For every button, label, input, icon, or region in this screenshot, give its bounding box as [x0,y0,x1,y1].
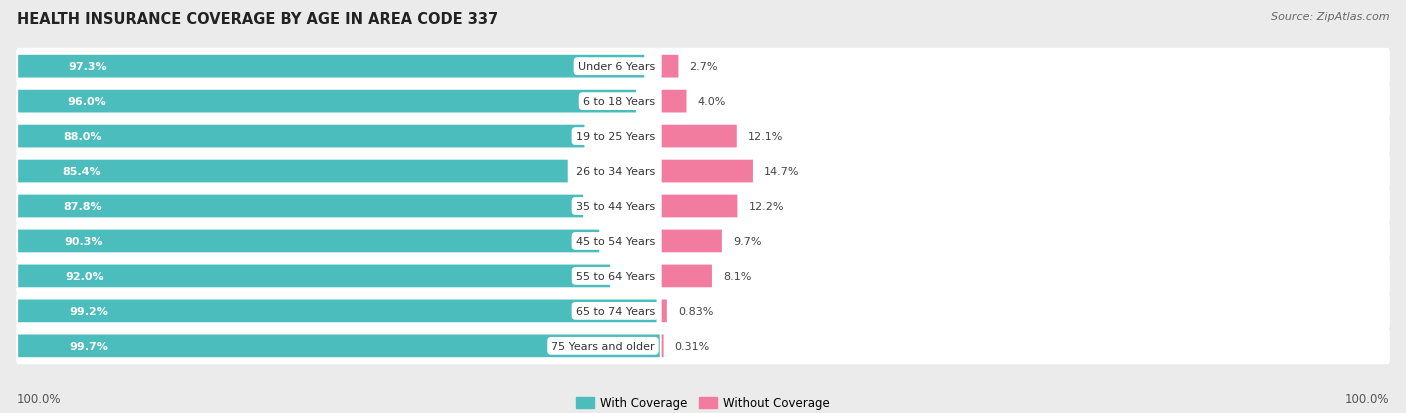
FancyBboxPatch shape [662,195,737,218]
FancyBboxPatch shape [18,90,636,113]
FancyBboxPatch shape [662,265,711,287]
Text: 99.7%: 99.7% [69,341,108,351]
Text: 0.31%: 0.31% [675,341,710,351]
Text: 75 Years and older: 75 Years and older [551,341,655,351]
Text: 26 to 34 Years: 26 to 34 Years [575,166,655,177]
FancyBboxPatch shape [18,195,583,218]
Text: 87.8%: 87.8% [63,202,103,211]
Text: 12.1%: 12.1% [748,132,783,142]
Text: 0.83%: 0.83% [678,306,713,316]
Text: 85.4%: 85.4% [62,166,101,177]
Text: 100.0%: 100.0% [17,392,62,405]
FancyBboxPatch shape [18,335,659,357]
FancyBboxPatch shape [662,300,666,323]
FancyBboxPatch shape [18,230,599,253]
FancyBboxPatch shape [18,126,585,148]
Text: Source: ZipAtlas.com: Source: ZipAtlas.com [1271,12,1389,22]
Text: 96.0%: 96.0% [67,97,107,107]
FancyBboxPatch shape [662,335,664,357]
Text: 2.7%: 2.7% [689,62,718,72]
FancyBboxPatch shape [15,188,1391,225]
Legend: With Coverage, Without Coverage: With Coverage, Without Coverage [572,392,834,413]
FancyBboxPatch shape [15,328,1391,364]
FancyBboxPatch shape [662,230,721,253]
FancyBboxPatch shape [15,119,1391,155]
Text: 8.1%: 8.1% [723,271,751,281]
FancyBboxPatch shape [15,223,1391,260]
Text: 14.7%: 14.7% [763,166,800,177]
Text: 90.3%: 90.3% [65,236,103,247]
Text: HEALTH INSURANCE COVERAGE BY AGE IN AREA CODE 337: HEALTH INSURANCE COVERAGE BY AGE IN AREA… [17,12,498,27]
Text: 92.0%: 92.0% [66,271,104,281]
Text: 100.0%: 100.0% [1344,392,1389,405]
Text: 88.0%: 88.0% [63,132,103,142]
Text: 19 to 25 Years: 19 to 25 Years [575,132,655,142]
FancyBboxPatch shape [662,126,737,148]
Text: 12.2%: 12.2% [748,202,785,211]
FancyBboxPatch shape [18,265,610,287]
Text: Under 6 Years: Under 6 Years [578,62,655,72]
FancyBboxPatch shape [662,56,679,78]
Text: 6 to 18 Years: 6 to 18 Years [582,97,655,107]
FancyBboxPatch shape [15,258,1391,294]
Text: 35 to 44 Years: 35 to 44 Years [575,202,655,211]
FancyBboxPatch shape [662,160,752,183]
FancyBboxPatch shape [15,293,1391,330]
Text: 9.7%: 9.7% [733,236,762,247]
Text: 4.0%: 4.0% [697,97,725,107]
Text: 97.3%: 97.3% [69,62,107,72]
FancyBboxPatch shape [15,49,1391,85]
FancyBboxPatch shape [18,300,657,323]
FancyBboxPatch shape [18,56,644,78]
FancyBboxPatch shape [15,83,1391,120]
Text: 45 to 54 Years: 45 to 54 Years [575,236,655,247]
FancyBboxPatch shape [18,160,568,183]
Text: 65 to 74 Years: 65 to 74 Years [575,306,655,316]
FancyBboxPatch shape [662,90,686,113]
Text: 99.2%: 99.2% [69,306,108,316]
Text: 55 to 64 Years: 55 to 64 Years [575,271,655,281]
FancyBboxPatch shape [15,153,1391,190]
